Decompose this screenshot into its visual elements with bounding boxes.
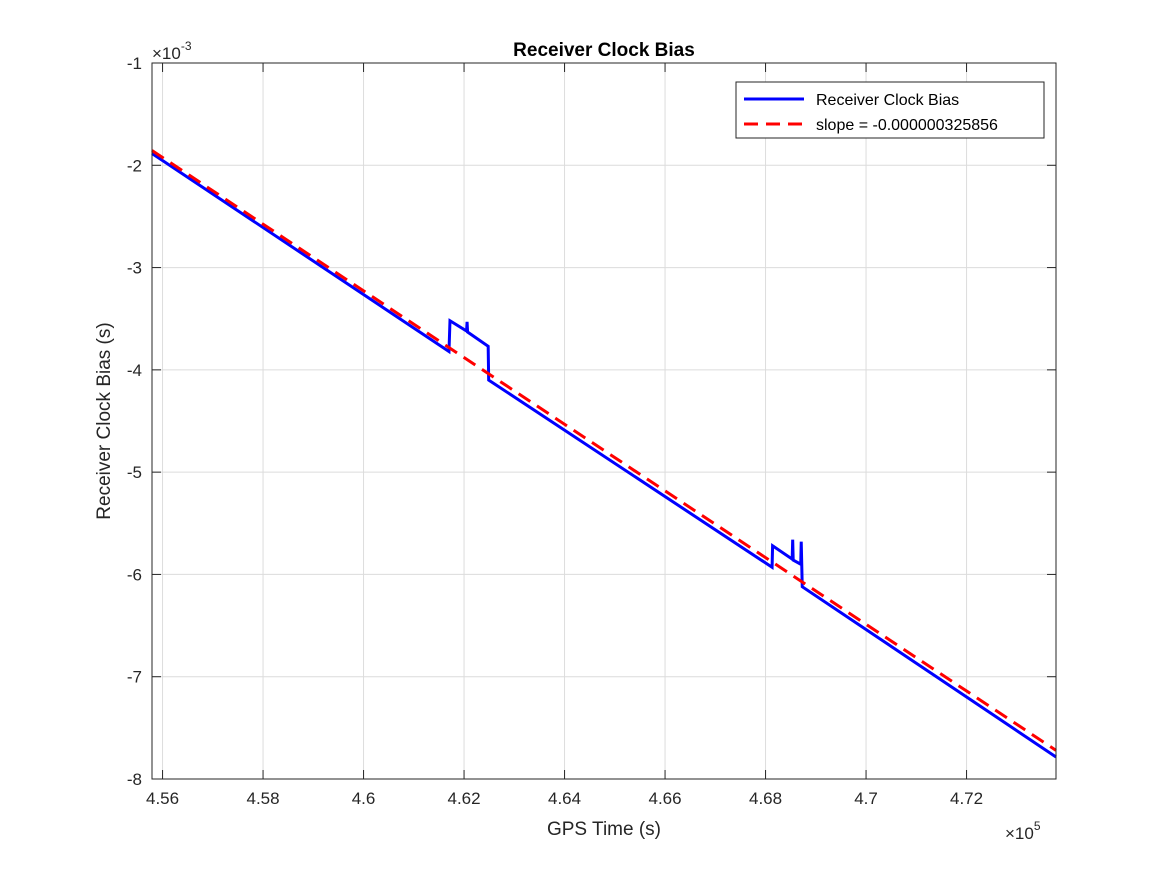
x-tick-label: 4.58: [247, 789, 280, 808]
y-axis-label: Receiver Clock Bias (s): [94, 322, 115, 519]
x-tick-label: 4.56: [146, 789, 179, 808]
series-line-2: [151, 149, 1057, 752]
x-multiplier-base: ×10: [1005, 824, 1034, 843]
x-tick-label: 4.7: [854, 789, 878, 808]
axis-ticks: 4.56 4.58 4.6 4.62 4.64 4.66 4.68 4.7 4.72 -1 -2 -3…: [127, 54, 1056, 808]
legend-entry-series-1: Receiver Clock Bias: [816, 92, 959, 109]
legend-box: [735, 81, 1045, 139]
x-axis-multiplier: ×105: [1005, 819, 1041, 843]
legend-entry-series-2: slope = -0.000000325856: [816, 117, 998, 134]
y-tick-label: -1: [127, 54, 142, 73]
x-axis-label: GPS Time (s): [547, 819, 661, 840]
x-tick-label: 4.72: [950, 789, 983, 808]
y-tick-label: -3: [127, 259, 142, 278]
x-tick-label: 4.66: [649, 789, 682, 808]
y-multiplier-exponent: -3: [181, 39, 192, 53]
y-tick-label: -2: [127, 156, 142, 175]
y-axis-multiplier: ×10-3: [152, 39, 192, 63]
grid: [152, 62, 1056, 780]
x-tick-label: 4.6: [352, 789, 376, 808]
y-tick-label: -7: [127, 668, 142, 687]
y-tick-label: -4: [127, 361, 142, 380]
y-tick-label: -8: [127, 770, 142, 789]
y-tick-label: -6: [127, 565, 142, 584]
chart-title: Receiver Clock Bias: [513, 40, 695, 61]
plot-area-frame: [151, 62, 1057, 780]
legend: Receiver Clock Bias slope = -0.000000325…: [735, 81, 1045, 139]
series-line-1: [151, 152, 1057, 759]
x-tick-label: 4.64: [548, 789, 581, 808]
y-tick-label: -5: [127, 463, 142, 482]
x-tick-label: 4.68: [749, 789, 782, 808]
x-tick-label: 4.62: [448, 789, 481, 808]
y-multiplier-base: ×10: [152, 44, 181, 63]
x-multiplier-exponent: 5: [1034, 819, 1041, 833]
series-layer: [151, 149, 1057, 759]
